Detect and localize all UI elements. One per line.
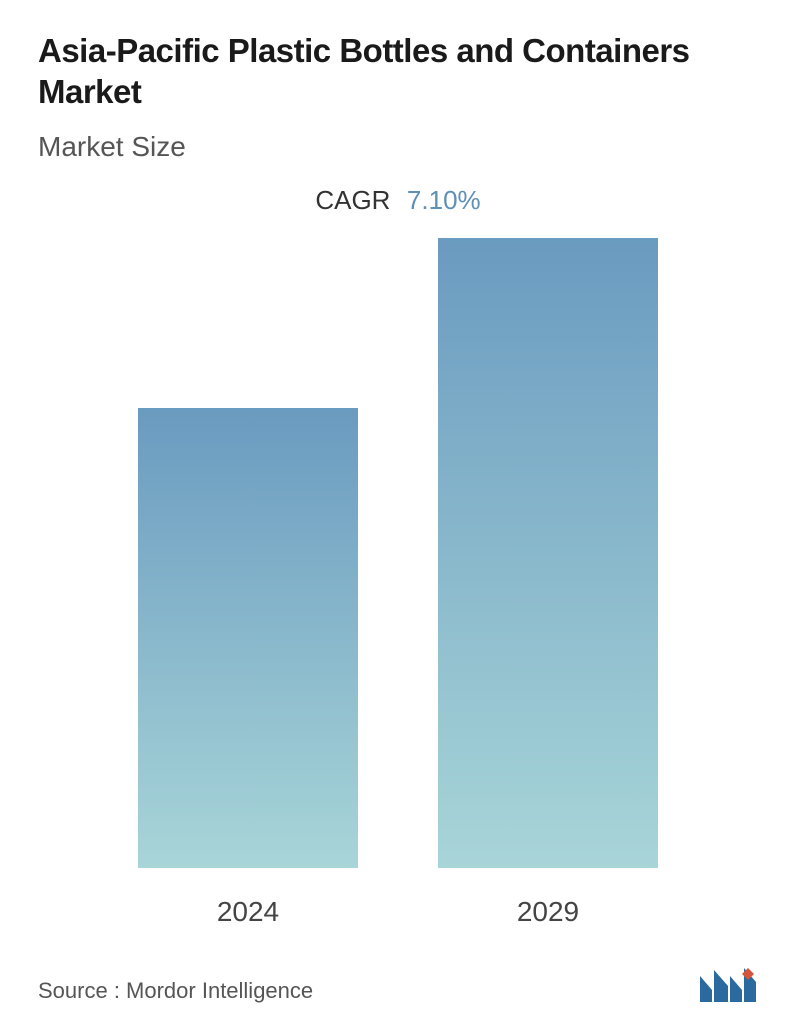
mordor-logo-icon xyxy=(698,966,758,1004)
bar-2024 xyxy=(138,408,358,868)
chart-container: Asia-Pacific Plastic Bottles and Contain… xyxy=(0,0,796,1034)
source-text: Source : Mordor Intelligence xyxy=(38,978,313,1004)
bar-group-2024: 2024 xyxy=(138,408,358,928)
bar-2029 xyxy=(438,238,658,868)
chart-subtitle: Market Size xyxy=(38,131,758,163)
cagr-label: CAGR xyxy=(315,185,390,215)
year-label-2024: 2024 xyxy=(217,896,279,928)
chart-area: 2024 2029 xyxy=(38,236,758,929)
chart-footer: Source : Mordor Intelligence xyxy=(38,936,758,1014)
mordor-logo xyxy=(698,966,758,1004)
chart-title: Asia-Pacific Plastic Bottles and Contain… xyxy=(38,30,758,113)
bar-group-2029: 2029 xyxy=(438,238,658,928)
year-label-2029: 2029 xyxy=(517,896,579,928)
cagr-value: 7.10% xyxy=(407,185,481,215)
cagr-row: CAGR 7.10% xyxy=(38,185,758,216)
